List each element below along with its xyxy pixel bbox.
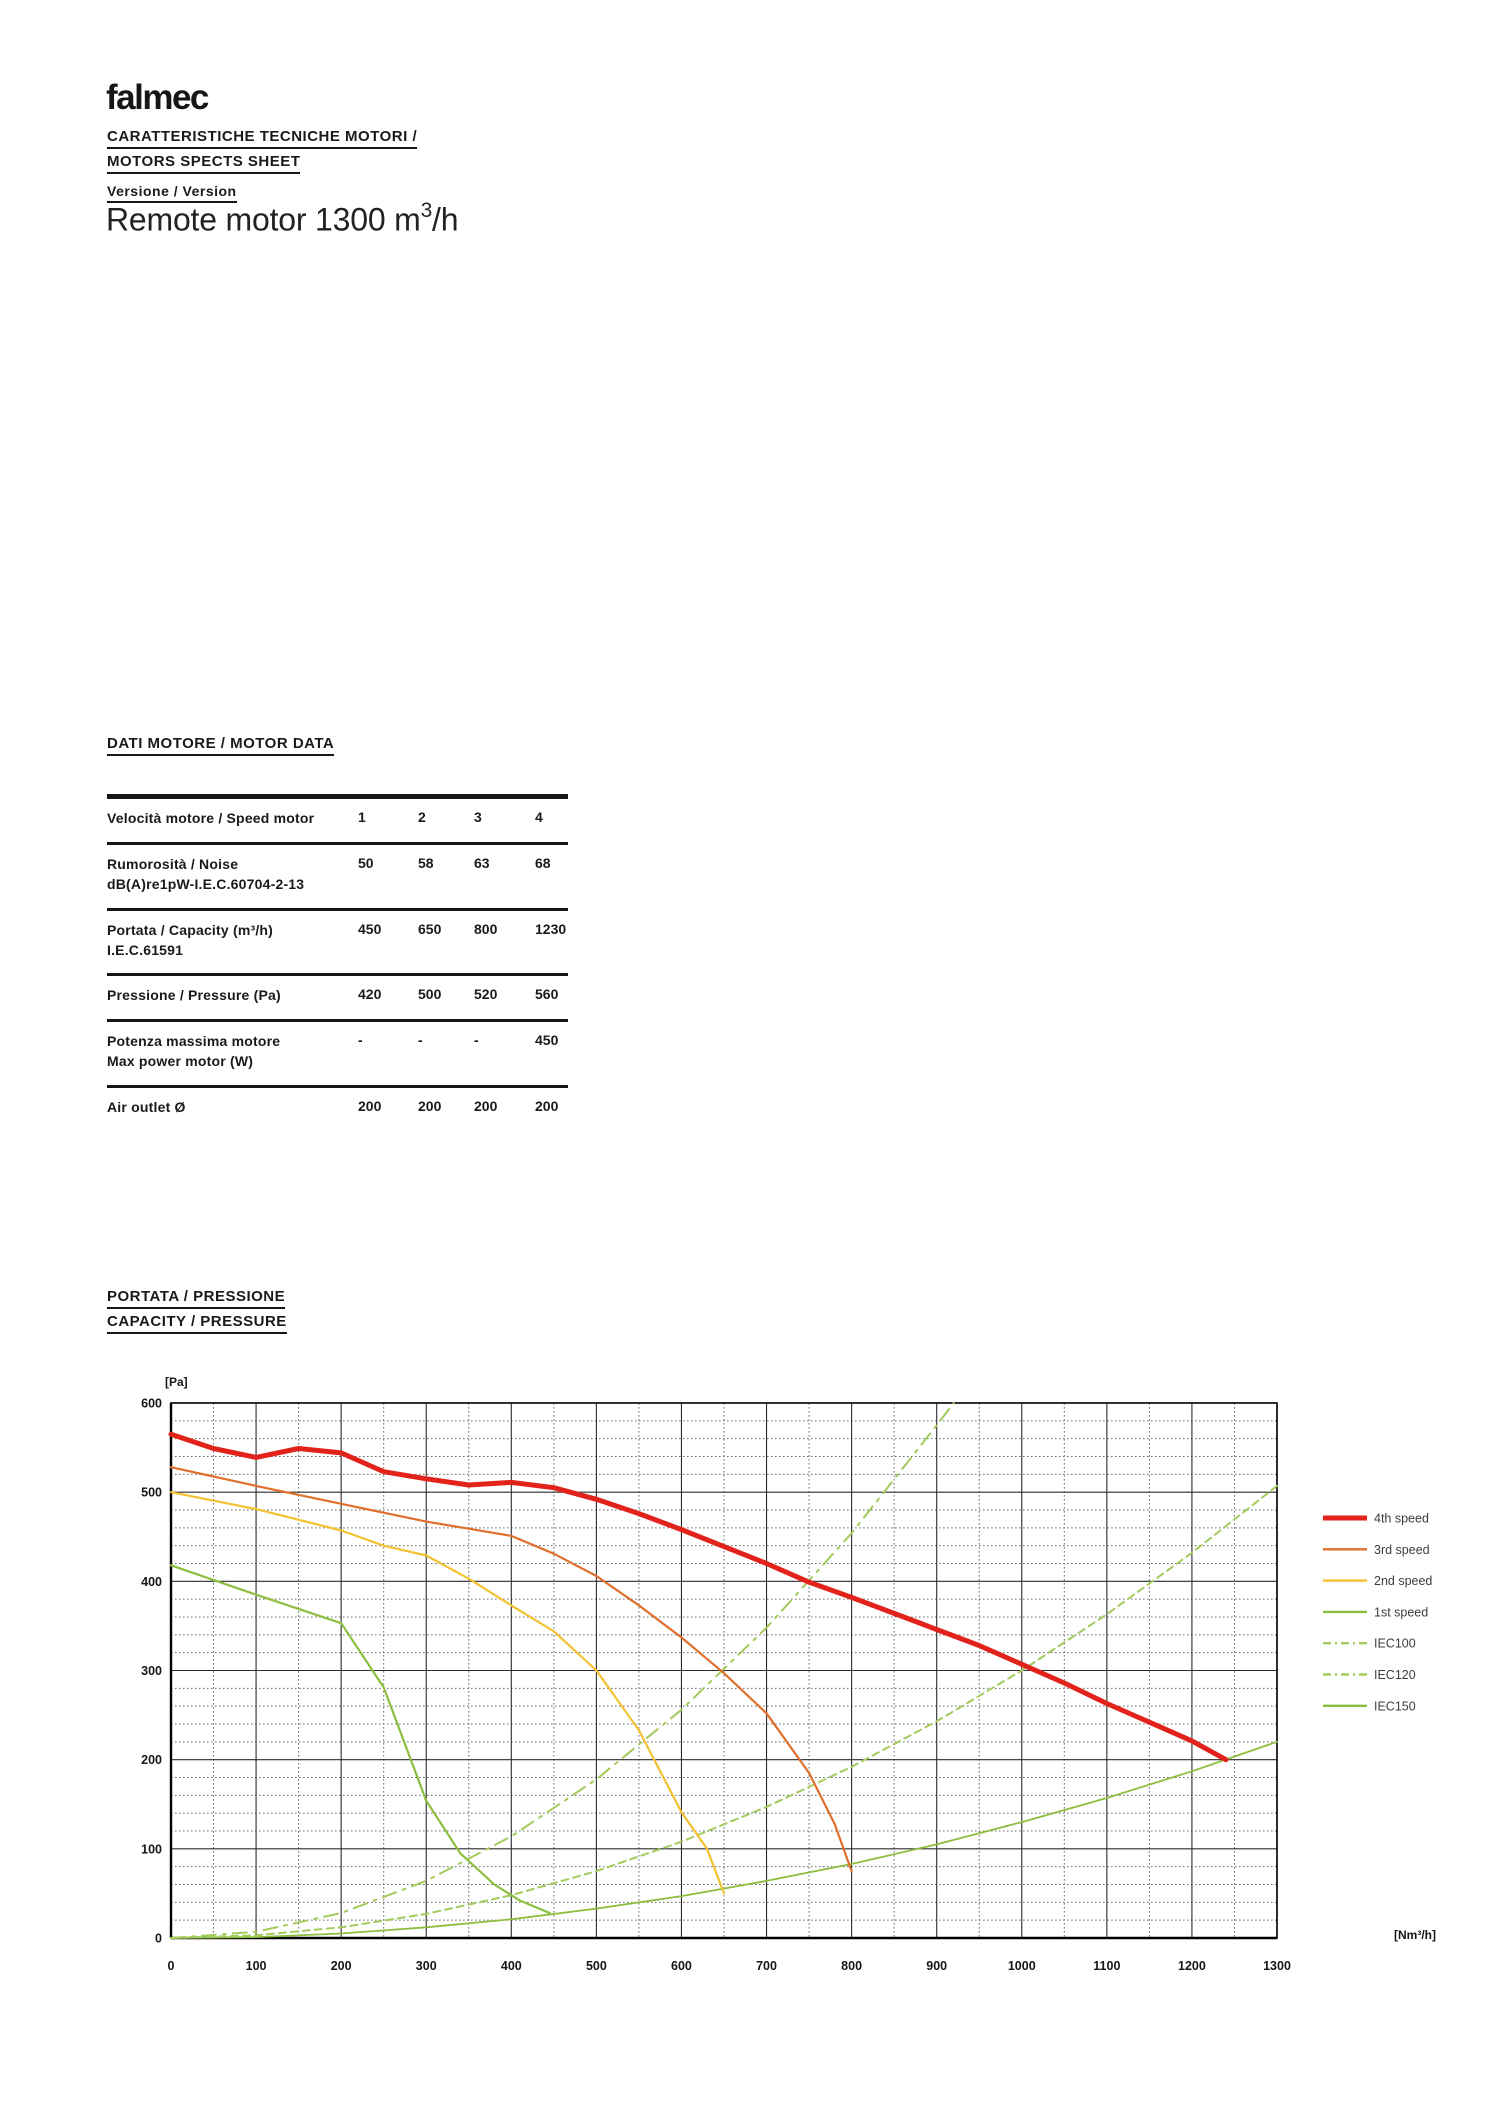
x-tick-label: 1000: [1008, 1959, 1036, 1973]
y-tick-label: 600: [141, 1397, 162, 1411]
row-value: -: [474, 1032, 479, 1049]
series-iec150: [170, 1740, 1278, 1939]
motor-data-heading: DATI MOTORE / MOTOR DATA: [107, 735, 335, 756]
series-1st-speed: [169, 1564, 551, 1915]
x-tick-label: 400: [501, 1959, 522, 1973]
row-value: -: [418, 1032, 423, 1049]
x-tick-label: 0: [168, 1959, 175, 1973]
legend-label: 3rd speed: [1374, 1543, 1430, 1557]
x-tick-label: 200: [331, 1959, 352, 1973]
table-row: Potenza massima motore Max power motor (W…: [107, 1022, 568, 1088]
y-tick-label: 500: [141, 1486, 162, 1500]
version-label: Versione / Version: [107, 183, 237, 203]
row-value: 50: [358, 854, 374, 871]
capacity-pressure-chart: 0 100 200 300 400 500 600 700 800 900 1000 1100 1200…: [141, 1375, 1436, 1973]
legend-label: 2nd speed: [1374, 1574, 1432, 1588]
legend-label: IEC120: [1374, 1668, 1416, 1682]
row-value: 650: [418, 920, 442, 937]
legend-label: IEC100: [1374, 1637, 1416, 1651]
table-row: Air outlet Ø 200 200 200 200: [107, 1088, 568, 1131]
motor-data-table: Velocità motore / Speed motor 1 2 3 4 Rumoros…: [107, 794, 568, 1131]
row-value: 500: [418, 986, 442, 1003]
chart-heading-line-2: CAPACITY / PRESSURE: [107, 1313, 287, 1334]
x-tick-label: 100: [246, 1959, 267, 1973]
row-value: 68: [535, 854, 551, 871]
series-3rd-speed: [169, 1466, 853, 1873]
table-row: Portata / Capacity (m³/h) I.E.C.61591 450 6…: [107, 911, 568, 977]
x-tick-label: 700: [756, 1959, 777, 1973]
y-axis-unit-label: [Pa]: [165, 1375, 188, 1389]
table-row: Rumorosità / Noise dB(A)re1pW-I.E.C.60704…: [107, 845, 568, 911]
row-label: Air outlet Ø: [107, 1099, 186, 1115]
y-tick-label: 0: [155, 1932, 162, 1946]
chart-heading-line-1: PORTATA / PRESSIONE: [107, 1288, 286, 1309]
legend-label: 1st speed: [1374, 1605, 1428, 1619]
row-label: Potenza massima motore Max power motor (W…: [107, 1033, 281, 1070]
row-value: 520: [474, 986, 498, 1003]
x-axis-unit-label: [Nm³/h]: [1394, 1928, 1436, 1942]
version-section: Versione / Version: [107, 183, 237, 207]
row-value: 4: [535, 809, 543, 825]
row-value: 1: [358, 809, 366, 825]
x-tick-label: 1200: [1178, 1959, 1206, 1973]
motor-data-section-heading: DATI MOTORE / MOTOR DATA: [107, 735, 335, 760]
table-header-row: Velocità motore / Speed motor 1 2 3 4: [107, 799, 568, 845]
row-value: 200: [474, 1098, 498, 1114]
header-line-2: MOTORS SPECTS SHEET: [107, 153, 301, 174]
row-label: Pressione / Pressure (Pa): [107, 987, 281, 1004]
x-tick-label: 500: [586, 1959, 607, 1973]
row-value: 200: [358, 1098, 382, 1114]
legend-label: 4th speed: [1374, 1512, 1429, 1526]
row-value: 3: [474, 809, 482, 825]
row-value: 450: [358, 920, 382, 937]
chart-section-heading: PORTATA / PRESSIONE CAPACITY / PRESSURE: [107, 1288, 287, 1338]
x-tick-label: 1300: [1263, 1959, 1291, 1973]
row-value: 420: [358, 986, 382, 1003]
header-line-1: CARATTERISTICHE TECNICHE MOTORI /: [107, 128, 418, 149]
series-2nd-speed: [169, 1491, 726, 1895]
row-value: 200: [535, 1098, 559, 1114]
row-value: 800: [474, 920, 498, 937]
x-tick-label: 300: [416, 1959, 437, 1973]
page-title: Remote motor 1300 m3/h: [106, 199, 459, 238]
y-tick-label: 200: [141, 1753, 162, 1767]
row-value: 560: [535, 986, 559, 1003]
superscript-3: 3: [420, 199, 433, 222]
row-value: 450: [535, 1032, 559, 1049]
x-tick-label: 800: [841, 1959, 862, 1973]
row-value: 58: [418, 854, 434, 871]
x-tick-label: 600: [671, 1959, 692, 1973]
x-tick-label: 1100: [1093, 1959, 1120, 1973]
x-tick-label: 900: [926, 1959, 947, 1973]
row-value: 200: [418, 1098, 442, 1114]
series-4th-speed: [168, 1431, 1229, 1763]
falmec-logo: falmec: [106, 78, 209, 117]
row-value: 63: [474, 854, 490, 871]
document-header: CARATTERISTICHE TECNICHE MOTORI / MOTORS…: [107, 128, 418, 178]
y-tick-label: 100: [141, 1842, 162, 1856]
row-value: 2: [418, 809, 426, 825]
row-label: Portata / Capacity (m³/h) I.E.C.61591: [107, 921, 274, 958]
row-value: 1230: [535, 920, 567, 937]
series-iec120: [170, 1484, 1278, 1939]
row-label: Velocità motore / Speed motor: [107, 810, 315, 826]
row-label: Rumorosità / Noise dB(A)re1pW-I.E.C.60704…: [107, 855, 305, 892]
row-value: -: [358, 1032, 363, 1049]
table-row: Pressione / Pressure (Pa) 420 500 520 560: [107, 976, 568, 1023]
legend-label: IEC150: [1374, 1699, 1416, 1713]
y-tick-label: 300: [141, 1664, 162, 1678]
y-tick-label: 400: [141, 1575, 162, 1589]
